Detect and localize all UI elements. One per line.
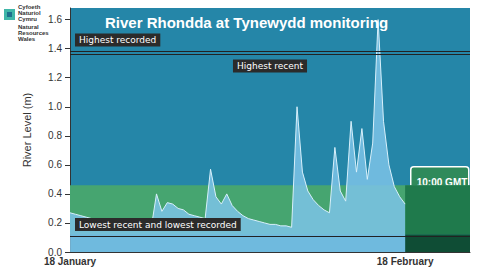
svg-text:River Level (m): River Level (m)	[21, 93, 33, 168]
svg-text:Lowest recent and lowest recor: Lowest recent and lowest recorded	[79, 220, 237, 230]
svg-text:1.2: 1.2	[48, 72, 62, 83]
svg-text:River Rhondda at Tynewydd moni: River Rhondda at Tynewydd monitoring	[105, 14, 388, 31]
svg-text:0.4: 0.4	[48, 188, 62, 199]
svg-text:0.8: 0.8	[48, 130, 62, 141]
svg-text:1.6: 1.6	[48, 14, 62, 25]
svg-text:Cyfoeth: Cyfoeth	[18, 4, 41, 10]
svg-text:18 January: 18 January	[44, 256, 97, 267]
svg-text:Resources: Resources	[18, 30, 49, 36]
svg-text:Highest recent: Highest recent	[237, 61, 304, 71]
svg-text:0.0: 0.0	[48, 246, 62, 258]
svg-text:1.4: 1.4	[48, 43, 62, 54]
svg-text:Cymru: Cymru	[18, 16, 37, 22]
svg-text:Wales: Wales	[18, 36, 36, 42]
svg-text:10:00 GMT: 10:00 GMT	[416, 177, 468, 189]
svg-text:0.6: 0.6	[48, 159, 62, 170]
svg-text:Natural: Natural	[18, 24, 39, 30]
svg-text:0.2: 0.2	[48, 217, 62, 228]
svg-text:Highest recorded: Highest recorded	[79, 35, 156, 45]
svg-text:Naturiol: Naturiol	[18, 10, 41, 16]
svg-text:18 February: 18 February	[377, 256, 434, 267]
svg-text:1.0: 1.0	[48, 101, 62, 112]
